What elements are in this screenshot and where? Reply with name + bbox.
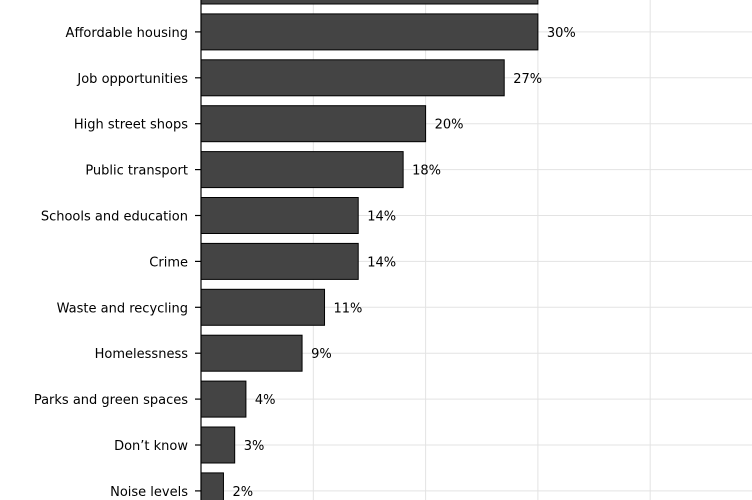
value-label: 14% [367,210,396,225]
value-label: 27% [513,72,542,87]
category-label: Schools and education [41,210,188,225]
bar [200,426,236,464]
bar [200,197,359,234]
labels: Affordable housing 30% Job opportunities 27… [34,26,576,500]
value-label: 3% [244,439,265,454]
value-label: 18% [412,164,441,179]
category-label: Public transport [85,164,188,179]
value-label: 2% [232,485,253,500]
value-label: 4% [255,393,276,408]
category-label: Waste and recycling [57,301,188,316]
category-label: Job opportunities [76,72,188,87]
value-label: 11% [334,301,363,316]
category-label: Affordable housing [66,26,188,41]
category-label: Crime [149,255,188,270]
category-label: Don’t know [114,439,188,454]
bar [200,13,539,51]
category-label: Homelessness [95,347,189,362]
value-label: 30% [547,26,576,41]
category-label: High street shops [74,118,188,133]
bar [200,288,326,326]
bar [200,59,505,97]
category-label: Parks and green spaces [34,393,188,408]
bar [200,151,404,189]
bars [200,0,539,500]
bar [200,334,303,372]
value-label: 14% [367,255,396,270]
bar [200,0,539,5]
bar [200,472,224,500]
value-label: 20% [435,118,464,133]
bar [200,242,359,280]
bar [200,105,427,143]
category-label: Noise levels [110,485,188,500]
bar [200,380,247,418]
value-label: 9% [311,347,332,362]
